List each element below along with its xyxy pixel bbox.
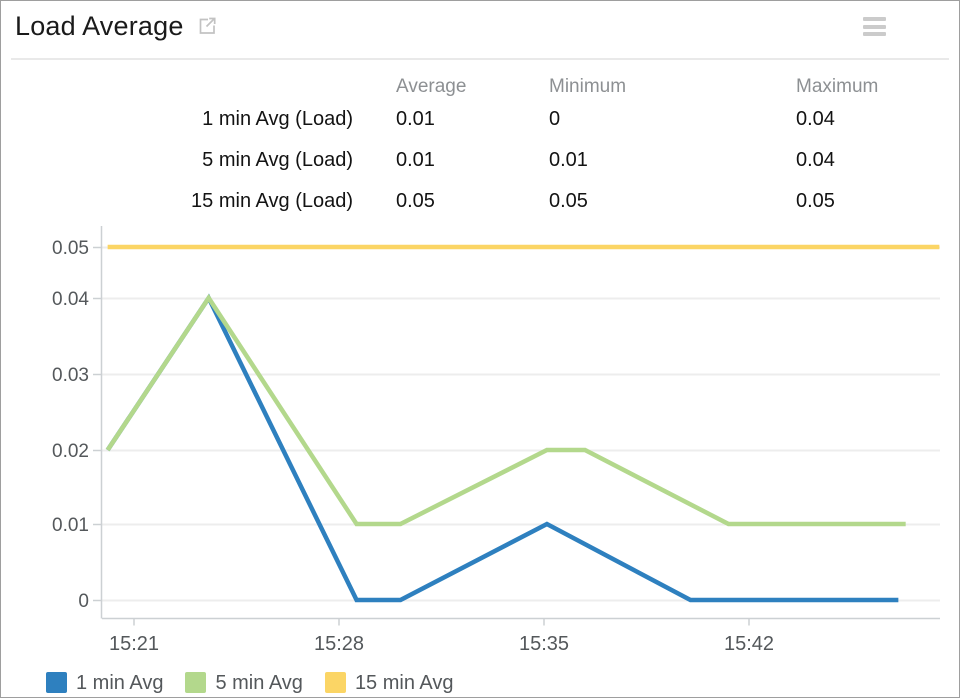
legend-item-15min[interactable]: 15 min Avg bbox=[324, 671, 454, 695]
legend-label: 1 min Avg bbox=[76, 672, 164, 694]
cell-minimum: 0 bbox=[549, 108, 561, 130]
page-title: Load Average bbox=[15, 11, 184, 41]
hamburger-bar bbox=[863, 17, 886, 21]
row-label: 1 min Avg (Load) bbox=[202, 108, 353, 130]
cell-minimum: 0.01 bbox=[549, 149, 588, 171]
column-header-average: Average bbox=[396, 76, 467, 97]
cell-average: 0.05 bbox=[396, 190, 435, 212]
cell-minimum: 0.05 bbox=[549, 190, 588, 212]
legend-label: 15 min Avg bbox=[354, 672, 454, 694]
y-axis-tick-label: 0.02 bbox=[52, 441, 89, 462]
x-axis-tick-label: 15:21 bbox=[109, 633, 159, 655]
series-line-5-min-avg bbox=[105, 293, 906, 527]
external-link-icon[interactable] bbox=[196, 15, 218, 42]
stats-header-row: Average Minimum Maximum bbox=[1, 74, 959, 100]
widget-header: Load Average bbox=[1, 1, 959, 60]
row-label: 15 min Avg (Load) bbox=[191, 190, 353, 212]
cell-average: 0.01 bbox=[396, 108, 435, 130]
y-axis-tick-label: 0 bbox=[78, 591, 89, 612]
legend-swatch bbox=[46, 672, 67, 693]
x-axis-tick-label: 15:42 bbox=[724, 633, 774, 655]
row-label: 5 min Avg (Load) bbox=[202, 149, 353, 171]
legend-item-1min[interactable]: 1 min Avg bbox=[46, 671, 163, 695]
legend-item-5min[interactable]: 5 min Avg bbox=[185, 671, 303, 695]
y-axis-tick-label: 0.05 bbox=[52, 238, 89, 259]
cell-maximum: 0.05 bbox=[796, 190, 835, 212]
series-line-1-min-avg bbox=[105, 293, 899, 603]
hamburger-menu-icon[interactable] bbox=[863, 17, 886, 36]
table-row: 1 min Avg (Load) 0.01 0 0.04 bbox=[1, 106, 959, 132]
hamburger-bar bbox=[863, 24, 886, 29]
x-axis-tick-label: 15:35 bbox=[519, 633, 569, 655]
legend-swatch bbox=[324, 672, 346, 693]
header-divider bbox=[11, 58, 949, 60]
legend-swatch bbox=[185, 672, 207, 693]
chart-legend: 1 min Avg 5 min Avg 15 min Avg bbox=[46, 671, 454, 697]
load-average-chart: 0 0.01 0.02 0.03 0.04 0.05 15:21 15:28 15:35 15:4… bbox=[52, 226, 940, 655]
column-header-minimum: Minimum bbox=[549, 76, 627, 97]
x-axis-tick-label: 15:28 bbox=[314, 633, 364, 655]
table-row: 15 min Avg (Load) 0.05 0.05 0.05 bbox=[1, 188, 959, 214]
column-header-maximum: Maximum bbox=[796, 76, 879, 97]
legend-label: 5 min Avg bbox=[215, 672, 303, 694]
hamburger-bar bbox=[863, 32, 886, 36]
title-row: Load Average bbox=[15, 11, 218, 42]
cell-maximum: 0.04 bbox=[796, 149, 835, 171]
cell-maximum: 0.04 bbox=[796, 108, 835, 130]
table-row: 5 min Avg (Load) 0.01 0.01 0.04 bbox=[1, 147, 959, 173]
y-axis-tick-label: 0.04 bbox=[52, 289, 89, 310]
y-axis-tick-label: 0.01 bbox=[52, 515, 89, 536]
cell-average: 0.01 bbox=[396, 149, 435, 171]
y-axis-tick-label: 0.03 bbox=[52, 365, 89, 386]
